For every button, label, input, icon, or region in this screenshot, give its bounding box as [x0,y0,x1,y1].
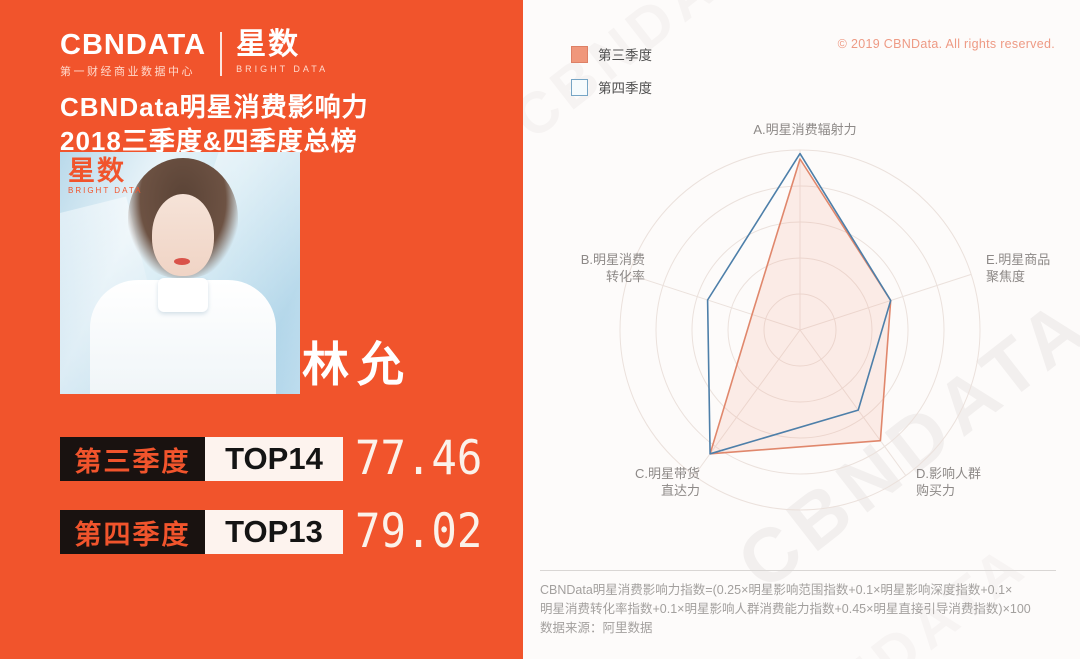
photo-figure-collar [158,278,208,312]
footnote-line1: CBNData明星消费影响力指数=(0.25×明星影响范围指数+0.1×明星影响… [540,583,1013,597]
quarter-label-q3: 第三季度 [60,437,205,481]
ranking-row-q4: 第四季度 TOP13 79.02 [60,504,496,559]
left-panel: CBNDATA 第一财经商业数据中心 星数 BRIGHT DATA CBNDat… [0,0,523,659]
radar-chart-canvas [619,149,981,511]
rank-badge-q4: TOP13 [205,510,343,554]
celebrity-name: 林允 [302,338,412,391]
report-title-line1: CBNData明星消费影响力 [60,92,369,122]
header-logo: CBNDATA 第一财经商业数据中心 星数 BRIGHT DATA [60,30,328,79]
bright-data-logo: 星数 BRIGHT DATA [236,28,329,75]
cbndata-logo: CBNDATA 第一财经商业数据中心 [60,30,206,79]
copyright-notice: © 2019 CBNData. All rights reserved. [837,37,1055,51]
quarter-label-q4: 第四季度 [60,510,205,554]
radar-axis-label-c: C.明星带货 直达力 [634,466,700,498]
logo-divider [220,32,223,76]
legend-label-q4: 第四季度 [598,81,652,96]
legend-swatch-q4 [571,78,588,96]
report-title: CBNData明星消费影响力 2018三季度&四季度总榜 [60,90,369,158]
bright-data-logo-text: 星数 [236,28,301,61]
radar-axis-label-b: B.明星消费 转化率 [580,252,645,284]
legend-item-q4: 第四季度 [571,77,652,97]
photo-badge-subtext: BRIGHT DATA [68,186,143,195]
score-q4: 79.02 [355,504,483,559]
cbndata-logo-tagline: 第一财经商业数据中心 [60,66,195,78]
photo-figure-lips [174,258,190,265]
radar-axis-label-d: D.影响人群 购买力 [916,466,982,498]
right-panel: CBNDATA CBNDATA CBNDATA © 2019 CBNData. … [523,0,1080,659]
cbndata-logo-text: CBNDATA [60,29,207,61]
legend-item-q3: 第三季度 [571,44,652,64]
photo-watermark-badge: 星数 BRIGHT DATA [68,158,142,195]
celebrity-photo: 星数 BRIGHT DATA [60,152,300,394]
radar-chart: A.明星消费辐射力 E.明星商品 聚焦度 D.影响人群 购买力 C.明星带货 直… [540,100,1060,570]
footnote-line2: 明星消费转化率指数+0.1×明星影响人群消费能力指数+0.45×明星直接引导消费… [540,602,1031,616]
radar-axis-label-a: A.明星消费辐射力 [753,122,857,137]
footer-divider [540,570,1056,571]
rank-badge-q3: TOP14 [205,437,343,481]
ranking-row-q3: 第三季度 TOP14 77.46 [60,431,496,486]
data-source: 数据来源：阿里数据 [540,621,653,635]
index-formula-footnote: CBNData明星消费影响力指数=(0.25×明星影响范围指数+0.1×明星影响… [540,581,1060,638]
legend-label-q3: 第三季度 [598,48,652,63]
report-title-line2: 2018三季度&四季度总榜 [60,126,358,156]
photo-badge-text: 星数 [68,156,126,186]
radar-axis-label-e: E.明星商品 聚焦度 [986,252,1051,284]
chart-legend: 第三季度 第四季度 [571,44,652,110]
score-q3: 77.46 [355,431,483,486]
bright-data-logo-tagline: BRIGHT DATA [236,64,329,74]
legend-swatch-q3 [571,45,588,63]
